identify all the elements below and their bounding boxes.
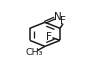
Text: F: F (46, 32, 52, 42)
Text: CH₃: CH₃ (25, 48, 43, 57)
Text: F: F (60, 16, 66, 26)
Text: N: N (54, 12, 61, 22)
